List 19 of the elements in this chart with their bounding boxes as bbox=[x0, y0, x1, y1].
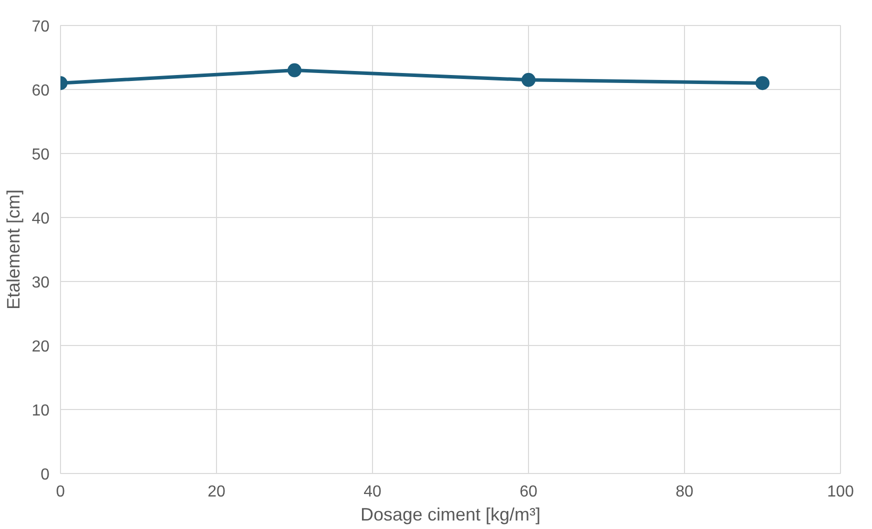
y-tick-label: 20 bbox=[32, 338, 50, 356]
y-tick-label: 10 bbox=[32, 402, 50, 420]
x-tick-label: 80 bbox=[676, 484, 694, 500]
y-axis-title: Etalement [cm] bbox=[4, 189, 24, 310]
x-tick-label: 0 bbox=[56, 484, 66, 500]
point bbox=[756, 76, 770, 90]
y-tick-label: 30 bbox=[32, 274, 50, 292]
point bbox=[288, 63, 302, 78]
y-tick-label: 40 bbox=[32, 210, 50, 228]
x-tick-label: 20 bbox=[208, 484, 226, 500]
x-tick-label: 100 bbox=[827, 484, 854, 500]
x-tick-label: 40 bbox=[364, 484, 382, 500]
point bbox=[522, 72, 536, 87]
x-tick-label: 60 bbox=[520, 484, 538, 500]
y-tick-label: 50 bbox=[32, 146, 50, 164]
y-tick-label: 60 bbox=[32, 82, 50, 100]
y-tick-label: 0 bbox=[40, 466, 50, 484]
y-tick-label: 70 bbox=[32, 18, 50, 36]
x-axis-title: Dosage ciment [kg/m³] bbox=[360, 504, 541, 524]
